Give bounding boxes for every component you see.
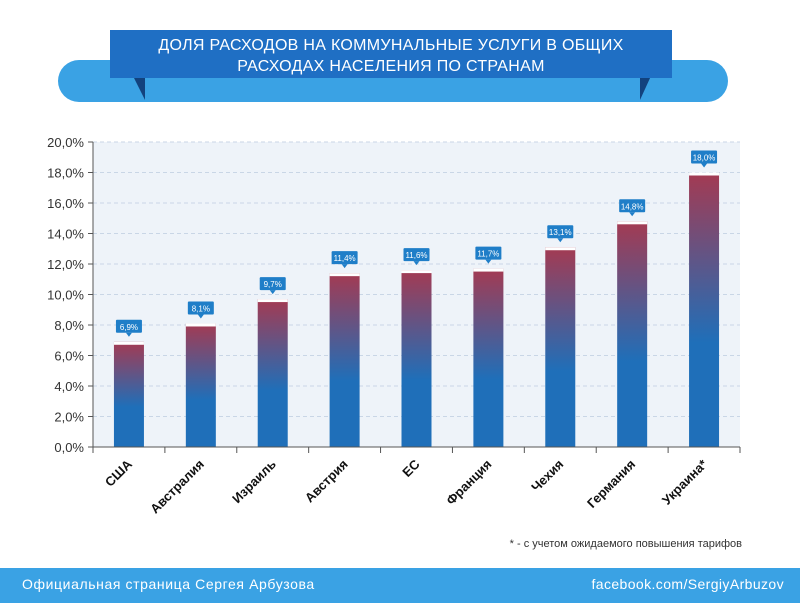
bar-top-highlight — [689, 172, 720, 176]
bar — [185, 323, 216, 447]
footer-bar: Официальная страница Сергея Арбузова fac… — [0, 568, 800, 603]
data-label: 13,1% — [549, 228, 572, 237]
bar — [401, 270, 432, 447]
bar — [257, 299, 288, 447]
footer-page-name: Официальная страница Сергея Арбузова — [22, 576, 315, 592]
data-label-pointer — [557, 238, 564, 243]
data-labels: 6,9% 8,1% 9,7% 11,4% 11,6% 11,7% 13,1% 14,8% 18,… — [115, 150, 718, 337]
chart-title-line-1: ДОЛЯ РАСХОДОВ НА КОММУНАЛЬНЫЕ УСЛУГИ В О… — [158, 37, 624, 54]
chart-title-line-2: РАСХОДАХ НАСЕЛЕНИЯ ПО СТРАНАМ — [237, 58, 545, 75]
data-label-pointer — [197, 314, 204, 319]
y-tick-label: 16,0% — [47, 196, 84, 211]
data-label: 11,7% — [477, 250, 499, 259]
data-label-box — [331, 251, 358, 265]
x-tick-label: Австрия — [302, 457, 351, 506]
bar-top-highlight — [401, 270, 432, 274]
bar — [617, 221, 648, 447]
bar-top-highlight — [545, 247, 576, 251]
x-tick-label: Украина* — [659, 456, 711, 508]
x-tick-label: Германия — [584, 457, 638, 511]
bar-top-highlight — [113, 341, 144, 345]
bar — [689, 172, 720, 447]
y-tick-label: 14,0% — [47, 227, 84, 242]
y-axis-ticks: 0,0% 2,0% 4,0% 6,0% 8,0% 10,0% 12,0% 14,0% 16,0%… — [47, 135, 94, 455]
data-label-box — [691, 150, 718, 164]
bar-top-highlight — [473, 268, 504, 272]
chart-title: ДОЛЯ РАСХОДОВ НА КОММУНАЛЬНЫЕ УСЛУГИ В О… — [110, 35, 672, 77]
y-tick-label: 18,0% — [47, 166, 84, 181]
x-tick-label: ЕС — [399, 456, 423, 480]
bar — [473, 268, 504, 447]
data-label-box — [475, 246, 502, 260]
data-label-pointer — [701, 163, 708, 168]
y-tick-label: 8,0% — [54, 318, 84, 333]
bar-top-highlight — [257, 299, 288, 303]
data-label-pointer — [341, 264, 348, 269]
y-tick-label: 2,0% — [54, 410, 84, 425]
data-label-pointer — [485, 259, 492, 264]
bar-top-highlight — [185, 323, 216, 327]
bar — [329, 273, 360, 447]
title-ribbon — [58, 30, 728, 102]
title-box — [110, 30, 672, 78]
y-tick-label: 20,0% — [47, 135, 84, 150]
y-tick-label: 12,0% — [47, 257, 84, 272]
bar — [113, 341, 144, 447]
data-label-pointer — [269, 290, 276, 295]
data-label-pointer — [125, 332, 132, 337]
bar-top-highlight — [617, 221, 648, 225]
data-label: 9,7% — [264, 280, 282, 289]
data-label: 11,6% — [405, 251, 427, 260]
y-tick-label: 0,0% — [54, 440, 84, 455]
data-label-pointer — [413, 261, 420, 266]
y-tick-label: 10,0% — [47, 288, 84, 303]
data-label-pointer — [629, 212, 636, 217]
x-axis-ticks: США Австралия Израиль Австрия ЕС Франция Чехия… — [92, 446, 741, 517]
data-label-box — [619, 199, 646, 213]
data-label-box — [115, 319, 142, 333]
footnote: * - с учетом ожидаемого повышения тарифо… — [509, 538, 742, 550]
data-label-box — [259, 277, 286, 291]
bars — [113, 172, 720, 447]
x-tick-label: Чехия — [528, 457, 566, 495]
data-label: 6,9% — [120, 323, 138, 332]
footer-facebook-link[interactable]: facebook.com/SergiyArbuzov — [591, 576, 784, 592]
data-label-box — [547, 225, 574, 239]
data-label-box — [403, 248, 430, 262]
data-label: 18,0% — [693, 154, 716, 163]
x-tick-label: Франция — [443, 457, 494, 508]
x-tick-label: Израиль — [229, 457, 279, 507]
bar-top-highlight — [329, 273, 360, 277]
x-tick-label: Австралия — [147, 457, 207, 517]
data-label: 8,1% — [192, 304, 210, 313]
x-tick-label: США — [102, 456, 136, 490]
data-label-box — [187, 301, 214, 315]
y-tick-label: 6,0% — [54, 349, 84, 364]
y-tick-label: 4,0% — [54, 379, 84, 394]
data-label: 11,4% — [334, 254, 356, 263]
bar — [545, 247, 576, 447]
data-label: 14,8% — [621, 202, 644, 211]
